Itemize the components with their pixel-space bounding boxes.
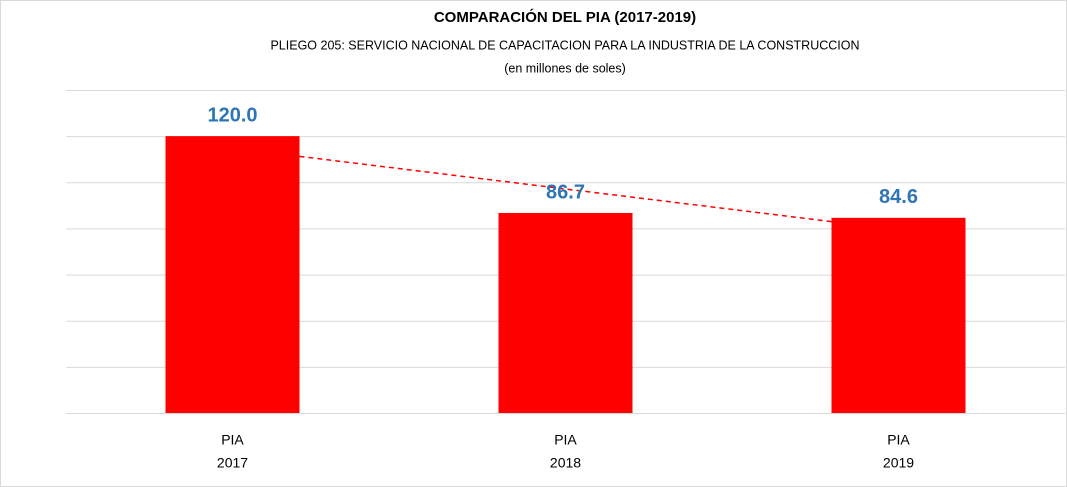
chart-title: COMPARACIÓN DEL PIA (2017-2019) xyxy=(434,8,696,26)
x-tick-label: 2019 xyxy=(883,455,914,471)
x-tick-label: PIA xyxy=(554,432,577,448)
bar xyxy=(165,136,300,413)
value-label: 86.7 xyxy=(546,181,585,203)
chart-subtitle: PLIEGO 205: SERVICIO NACIONAL DE CAPACIT… xyxy=(270,38,859,52)
x-tick-label: 2018 xyxy=(550,455,581,471)
x-tick-label: 2017 xyxy=(217,455,248,471)
x-tick-label: PIA xyxy=(221,432,244,448)
value-label: 84.6 xyxy=(879,186,918,208)
bar xyxy=(831,217,966,413)
unit-label: (en millones de soles) xyxy=(504,61,626,75)
value-label: 120.0 xyxy=(207,104,257,126)
x-tick-label: PIA xyxy=(887,432,910,448)
bar xyxy=(498,212,633,413)
